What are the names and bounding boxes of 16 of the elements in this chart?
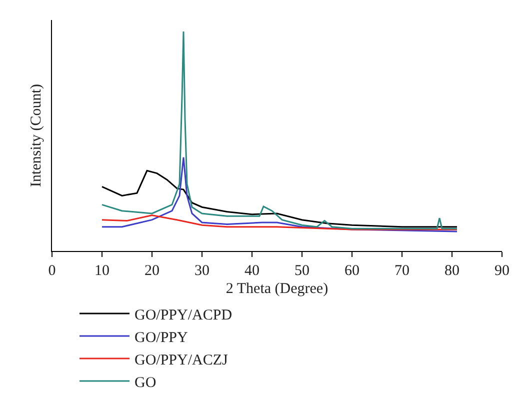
x-tick-label: 80 (444, 263, 460, 279)
x-tick-label: 10 (94, 263, 110, 279)
legend-label: GO/PPY (134, 330, 188, 346)
x-tick-label: 40 (244, 263, 260, 279)
x-tick-label: 50 (294, 263, 310, 279)
x-tick-label: 30 (194, 263, 210, 279)
y-axis-title: Intensity (Count) (28, 84, 44, 187)
legend-label: GO/PPY/ACZJ (134, 352, 228, 368)
legend-label: GO/PPY/ACPD (134, 307, 232, 324)
x-tick-label: 90 (494, 263, 510, 279)
x-axis-title: 2 Theta (Degree) (226, 281, 328, 297)
x-tick-label: 20 (144, 263, 160, 279)
legend-label: GO (134, 374, 156, 391)
x-tick-label: 0 (48, 263, 56, 279)
x-tick-label: 60 (344, 263, 360, 279)
x-tick-label: 70 (394, 263, 410, 279)
